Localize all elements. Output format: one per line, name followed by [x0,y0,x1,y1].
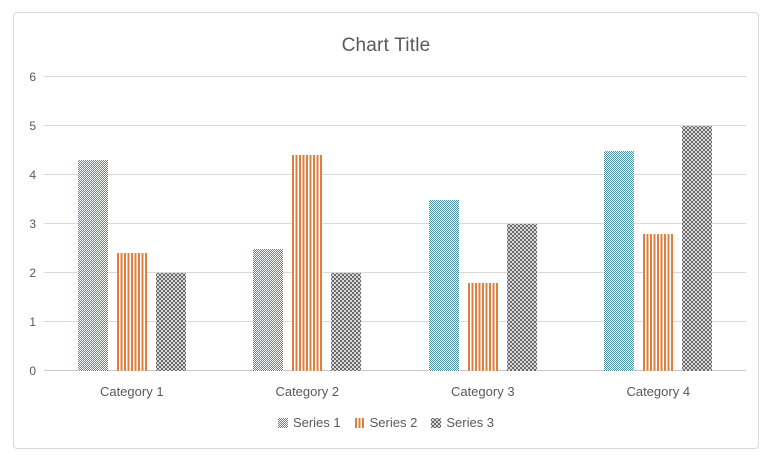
legend-label-series3: Series 3 [446,415,495,430]
y-tick-label-2: 2 [29,266,36,281]
y-tick-label-1: 1 [29,315,36,330]
legend-swatch-series3-icon [431,417,442,428]
bar-group-category-4 [571,77,747,371]
bar-series1-category2[interactable] [253,248,284,371]
bar-series2-category3[interactable] [467,282,498,371]
plot-area: 0 1 2 3 4 5 6 [29,70,746,378]
legend-item-series3[interactable]: Series 3 [431,415,494,430]
bar-series1-category3[interactable] [428,199,459,371]
x-axis-label-category-4: Category 4 [626,384,691,399]
bar-series3-category1[interactable] [155,273,186,371]
chart-title[interactable]: Chart Title [341,35,431,56]
gridline-y-6 [44,76,746,77]
y-tick-label-6: 6 [29,70,36,84]
y-tick-label-3: 3 [29,217,36,231]
gridline-y-4 [44,174,746,175]
bar-series3-category3[interactable] [506,224,537,371]
bar-series3-category2[interactable] [331,273,362,371]
legend-label-series2: Series 2 [369,415,418,430]
bar-series3-category4[interactable] [682,126,713,371]
y-tick-label-4: 4 [29,168,36,183]
bar-series2-category4[interactable] [643,233,674,371]
gridline-y-3 [44,223,746,224]
x-axis-label-category-1: Category 1 [99,384,164,399]
x-axis-label-category-2: Category 2 [275,384,340,399]
gridline-y-0 [44,370,746,371]
chart-frame[interactable]: Chart Title 0 1 2 3 4 5 6 Category 1 Category 2… [13,12,759,449]
bar-group-category-3 [395,77,571,371]
legend-label-series1: Series 1 [292,415,341,430]
bar-group-category-1 [44,77,220,371]
y-tick-label-5: 5 [29,119,36,133]
legend-swatch-series1-icon [277,417,288,428]
x-axis-labels: Category 1 Category 2 Category 3 Category 4 [44,384,746,399]
legend-swatch-series2-icon [354,417,365,428]
gridline-y-1 [44,321,746,322]
bar-group-category-2 [220,77,396,371]
bar-series1-category1[interactable] [77,160,108,371]
legend-item-series1[interactable]: Series 1 [277,415,341,430]
x-axis-label-category-3: Category 3 [450,384,515,399]
bar-series2-category1[interactable] [116,253,147,371]
gridline-y-2 [44,272,746,273]
bar-groups [44,77,746,371]
gridline-y-5 [44,125,746,126]
bar-series1-category4[interactable] [604,150,635,371]
legend: Series 1 Series 2 Series 3 [14,415,758,430]
legend-item-series2[interactable]: Series 2 [354,415,418,430]
bar-series2-category2[interactable] [292,155,323,371]
y-tick-label-0: 0 [29,364,36,378]
